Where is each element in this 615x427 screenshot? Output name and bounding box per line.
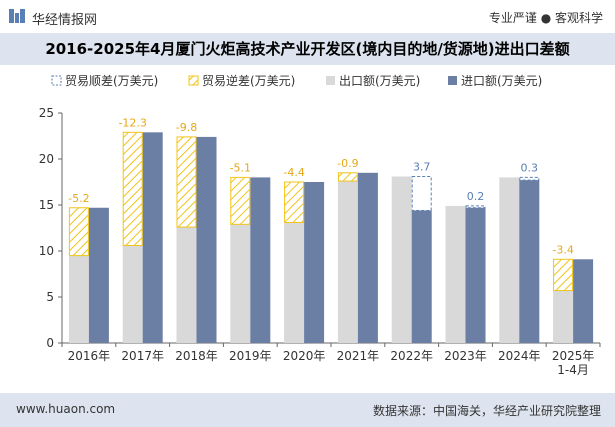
import-bar xyxy=(250,177,271,343)
x-tick-label: 2021年 xyxy=(337,349,380,363)
balance-label: -5.2 xyxy=(68,192,89,205)
legend-swatch-deficit xyxy=(188,75,199,86)
import-bar xyxy=(304,182,325,343)
import-bar xyxy=(465,207,486,343)
balance-label: 0.2 xyxy=(467,190,485,203)
balance-label: -0.9 xyxy=(337,157,358,170)
x-tick-label: 2016年 xyxy=(68,349,111,363)
legend-swatch-import xyxy=(448,76,457,85)
deficit-box xyxy=(230,176,251,225)
title-band: 2016-2025年4月厦门火炬高技术产业开发区(境内目的地/货源地)进出口差额 xyxy=(0,33,615,65)
import-bar xyxy=(573,259,594,343)
y-tick-label: 25 xyxy=(39,106,54,120)
deficit-box xyxy=(553,258,574,292)
x-tick-label: 2023年 xyxy=(444,349,487,363)
data-source: 数据来源：中国海关，华经产业研究院整理 xyxy=(372,404,601,418)
export-bar xyxy=(445,205,466,343)
x-tick-label: 1-4月 xyxy=(557,363,589,377)
balance-label: 3.7 xyxy=(413,160,431,173)
y-tick-label: 15 xyxy=(39,198,54,212)
legend-label: 贸易顺差(万美元) xyxy=(65,74,158,88)
export-bar xyxy=(122,245,143,343)
import-bar xyxy=(196,136,217,343)
y-tick-label: 5 xyxy=(46,290,54,304)
import-bar xyxy=(142,132,163,343)
legend-swatch-surplus xyxy=(51,75,62,86)
deficit-box xyxy=(122,131,143,246)
deficit-box xyxy=(176,136,197,228)
x-tick-label: 2017年 xyxy=(121,349,164,363)
balance-label: 0.3 xyxy=(521,161,539,174)
export-bar xyxy=(284,222,305,343)
deficit-box xyxy=(284,181,305,223)
footer-bar: www.huaon.com 数据来源：中国海关，华经产业研究院整理 xyxy=(0,393,615,427)
balance-label: -9.8 xyxy=(176,121,197,134)
deficit-box xyxy=(68,207,89,257)
y-tick-label: 10 xyxy=(39,244,54,258)
import-bar xyxy=(88,207,109,343)
import-bar xyxy=(411,210,432,343)
export-bar xyxy=(337,181,358,343)
export-bar xyxy=(176,227,197,343)
chart-title: 2016-2025年4月厦门火炬高技术产业开发区(境内目的地/货源地)进出口差额 xyxy=(45,40,570,58)
surplus-box xyxy=(465,205,486,209)
export-bar xyxy=(499,177,520,343)
bar-chart: 贸易顺差(万美元) 贸易逆差(万美元) 出口额(万美元) 进口额(万美元) 0 5 10 15… xyxy=(39,73,601,377)
balance-label: -5.1 xyxy=(230,161,251,174)
import-bar xyxy=(357,172,378,343)
surplus-box xyxy=(411,175,432,212)
x-tick-label: 2020年 xyxy=(283,349,326,363)
export-bar xyxy=(230,224,251,343)
y-tick-label: 20 xyxy=(39,152,54,166)
export-bar xyxy=(391,176,412,343)
legend-swatch-export xyxy=(326,76,335,85)
top-bar: 华经情报网 专业严谨 ● 客观科学 xyxy=(0,0,615,33)
legend-label: 进口额(万美元) xyxy=(461,74,542,88)
deficit-box xyxy=(337,172,358,182)
huajing-logo-icon xyxy=(9,9,25,23)
export-bar xyxy=(553,290,574,343)
balance-label: -3.4 xyxy=(552,243,573,256)
legend-label: 贸易逆差(万美元) xyxy=(202,73,295,88)
site-url[interactable]: www.huaon.com xyxy=(16,402,116,416)
x-tick-label: 2018年 xyxy=(175,349,218,363)
balance-label: -12.3 xyxy=(118,116,146,129)
balance-label: -4.4 xyxy=(283,166,304,179)
y-tick-label: 0 xyxy=(46,336,54,350)
x-tick-label: 2025年 xyxy=(552,349,595,363)
surplus-box xyxy=(519,176,540,181)
legend-label: 出口额(万美元) xyxy=(339,74,420,88)
x-tick-label: 2019年 xyxy=(229,349,272,363)
import-bar xyxy=(519,180,540,343)
brand-name: 华经情报网 xyxy=(32,13,98,28)
x-tick-label: 2024年 xyxy=(498,349,541,363)
export-bar xyxy=(68,255,89,343)
slogan: 专业严谨 ● 客观科学 xyxy=(488,11,603,25)
x-tick-label: 2022年 xyxy=(390,349,433,363)
